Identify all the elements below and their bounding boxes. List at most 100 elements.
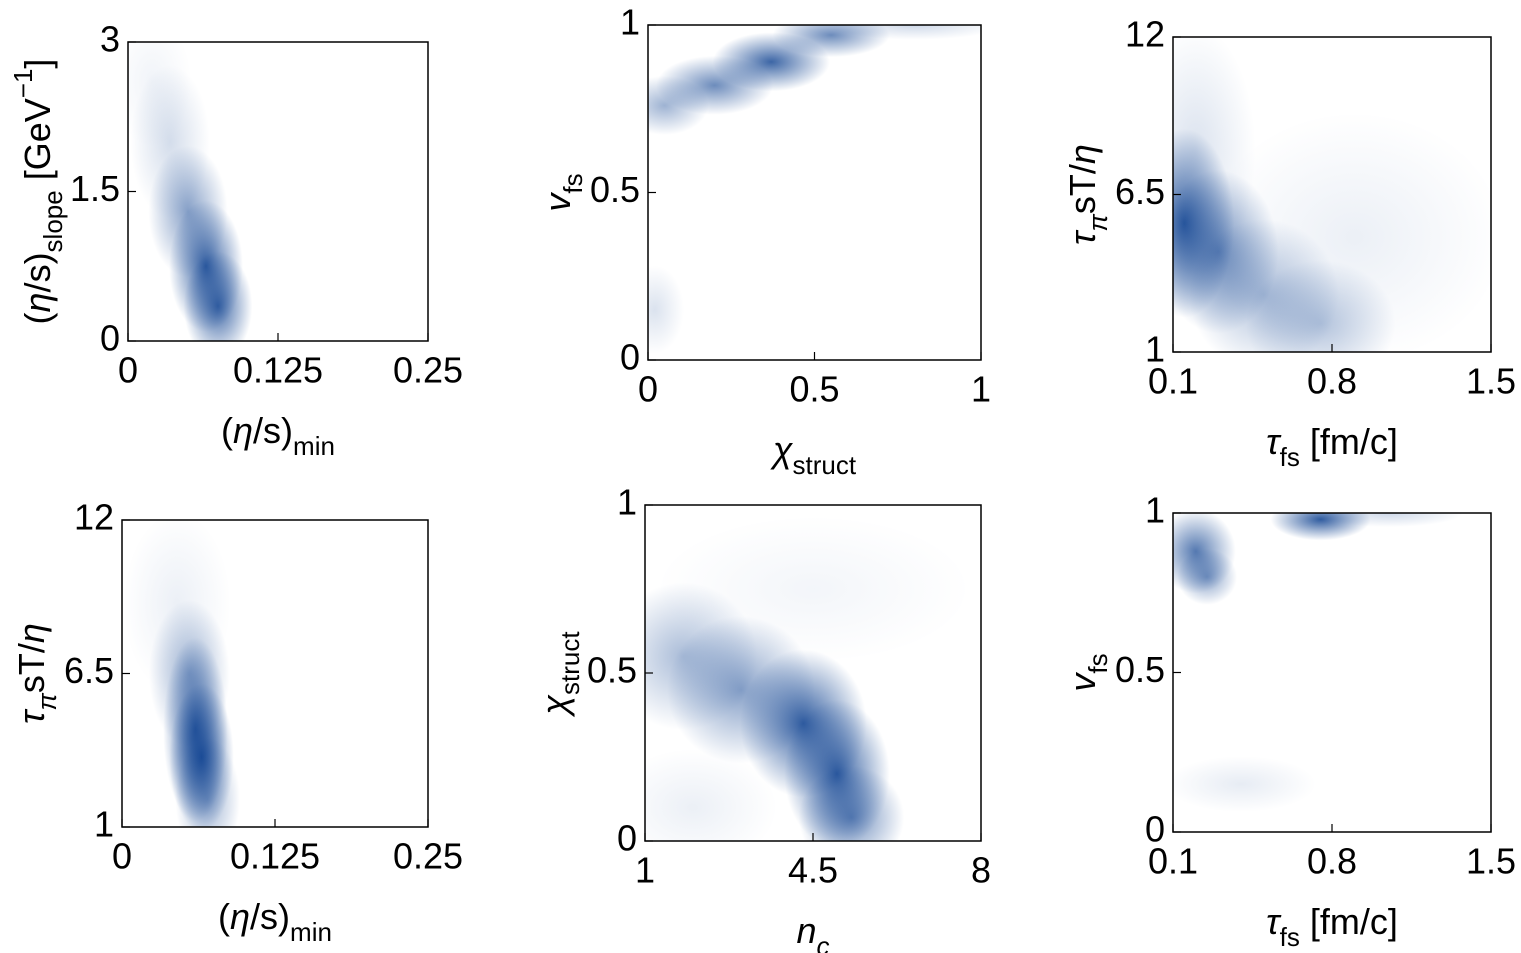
y-tick-label: 1.5: [70, 168, 120, 209]
x-tick-label: 0: [112, 836, 132, 877]
x-tick-label: 8: [971, 850, 991, 891]
label-part: χ: [770, 429, 794, 470]
x-tick-label: 1.5: [1466, 361, 1516, 402]
label-part: χ: [534, 694, 575, 718]
x-tick-label: 0.25: [393, 350, 463, 391]
density-blob: [798, 765, 905, 841]
x-tick-label: 1: [971, 369, 991, 410]
x-tick-label: 0.125: [230, 836, 320, 877]
y-tick-label: 0: [617, 818, 637, 859]
x-tick-label: 0: [118, 350, 138, 391]
y-axis-label: (η/s)slope [GeV−1]: [8, 59, 68, 325]
label-part: (: [17, 312, 58, 324]
y-tick-label: 12: [74, 497, 114, 538]
label-part: η: [17, 292, 58, 312]
label-part: η: [230, 896, 250, 937]
y-tick-label: 1: [620, 2, 640, 43]
x-tick-label: 0.25: [393, 836, 463, 877]
density: [1173, 513, 1464, 813]
panel: 0 0.5 1 0 0.5 1 χstruct vfs: [537, 2, 992, 480]
y-tick-label: 0: [620, 337, 640, 378]
x-tick-label: 4.5: [788, 850, 838, 891]
label-part: /s): [17, 252, 58, 292]
density-blob: [645, 748, 778, 841]
label-part: /s): [253, 410, 293, 451]
density-blob: [183, 251, 253, 341]
label-part: min: [293, 431, 335, 461]
density: [123, 520, 240, 827]
label-part: (: [221, 410, 233, 451]
label-part: /s): [250, 896, 290, 937]
y-tick-label: 0.5: [590, 169, 640, 210]
label-part: sT/: [11, 643, 52, 693]
x-tick-label: 1.5: [1466, 841, 1516, 882]
label-part: ]: [17, 59, 58, 69]
x-axis-label: τfs [fm/c]: [1266, 421, 1398, 472]
label-part: v: [1062, 672, 1103, 692]
y-tick-label: 12: [1125, 14, 1165, 55]
label-part: η: [233, 410, 253, 451]
y-tick-label: 1: [1145, 329, 1165, 370]
x-axis-label: (η/s)min: [221, 410, 335, 461]
density: [128, 42, 253, 341]
label-part: struct: [793, 450, 857, 480]
label-part: τ: [1062, 229, 1103, 245]
label-part: c: [817, 931, 830, 953]
x-axis-label: χstruct: [770, 429, 857, 480]
y-axis-label: τπsT/η: [1062, 144, 1113, 245]
density-blob: [826, 25, 981, 40]
density-blob: [1173, 756, 1317, 813]
label-part: [fm/c]: [1300, 421, 1398, 462]
y-tick-label: 0.5: [1115, 649, 1165, 690]
label-part: struct: [555, 631, 585, 695]
label-part: v: [537, 192, 578, 212]
x-axis-label: (η/s)min: [218, 896, 332, 947]
y-axis-label: χstruct: [534, 631, 585, 718]
y-axis-label: τπsT/η: [11, 623, 62, 724]
label-part: fs: [1280, 922, 1300, 952]
label-part: τ: [11, 708, 52, 724]
y-tick-label: 0.5: [587, 650, 637, 691]
x-axis-label: nc: [796, 910, 829, 953]
label-part: −1: [8, 69, 38, 99]
x-tick-label: 1: [635, 850, 655, 891]
x-tick-label: 0.8: [1307, 361, 1357, 402]
y-tick-label: 1: [1145, 490, 1165, 531]
x-tick-label: 0.1: [1148, 361, 1198, 402]
panel: 1 4.5 8 0 0.5 1 nc χstruct: [534, 482, 992, 953]
density-blob: [654, 515, 972, 663]
density-blob: [175, 737, 240, 827]
label-part: (: [218, 896, 230, 937]
label-part: [GeV: [17, 98, 58, 190]
x-axis-label: τfs [fm/c]: [1266, 901, 1398, 952]
label-part: slope: [38, 190, 68, 252]
label-part: η: [1062, 144, 1103, 164]
label-part: π: [32, 692, 62, 710]
label-part: fs: [558, 173, 588, 193]
x-tick-label: 0: [638, 369, 658, 410]
x-tick-label: 0.1: [1148, 841, 1198, 882]
density: [648, 25, 981, 354]
label-part: τ: [1266, 421, 1282, 462]
density-blob: [1313, 513, 1464, 528]
label-part: min: [290, 917, 332, 947]
y-tick-label: 6.5: [64, 650, 114, 691]
density-blob: [648, 265, 684, 354]
label-part: fs: [1280, 442, 1300, 472]
label-part: τ: [1266, 901, 1282, 942]
label-part: η: [11, 623, 52, 643]
density-blob: [1204, 111, 1491, 352]
y-tick-label: 3: [100, 19, 120, 60]
label-part: fs: [1083, 653, 1113, 673]
density: [645, 515, 972, 841]
x-tick-label: 0.5: [789, 369, 839, 410]
y-axis-label: vfs: [537, 173, 588, 211]
y-axis-label: vfs: [1062, 653, 1113, 691]
density-blob: [1177, 548, 1238, 605]
y-tick-label: 1: [617, 482, 637, 523]
y-tick-label: 0: [1145, 809, 1165, 850]
x-tick-label: 0.8: [1307, 841, 1357, 882]
